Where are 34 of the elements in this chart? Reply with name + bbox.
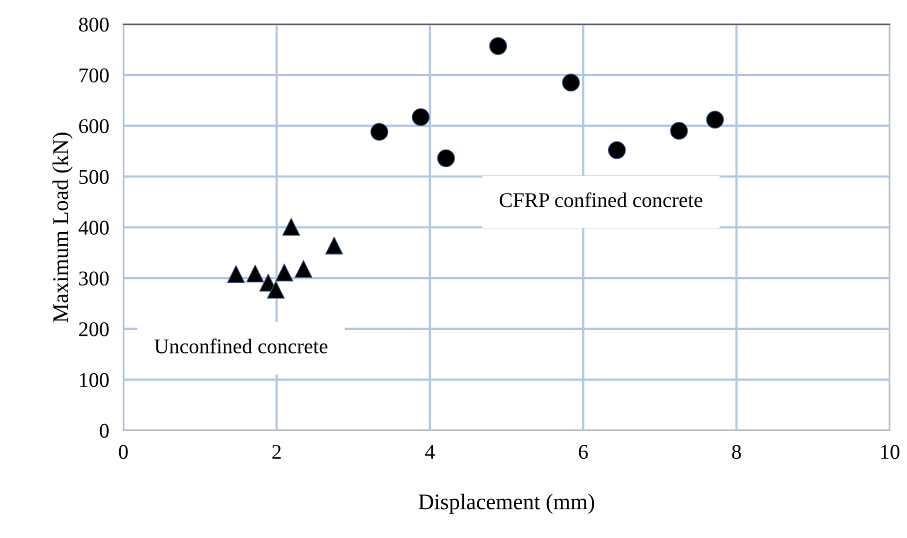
y-tick-label: 500 [79,170,109,184]
point [246,264,264,282]
annotation: CFRP confined concrete [500,192,702,208]
y-tick-label: 600 [79,119,109,134]
y-tick-label: 200 [79,322,109,336]
point [562,74,580,92]
point [412,108,430,126]
point [325,236,344,255]
point [266,280,285,299]
y-tick-label: 800 [79,18,109,32]
point [370,122,388,141]
y-tick-label: 300 [79,271,109,286]
point [608,141,626,160]
point [282,218,300,236]
x-tick-label: 10 [881,444,900,459]
x-axis-title: Displacement (mm) [418,494,594,514]
x-tick-label: 4 [425,445,435,459]
annotation: Unconfined concrete [154,338,328,354]
x-tick-label: 0 [118,444,128,459]
x-tick-label: 6 [578,444,588,459]
point [670,122,688,140]
x-tick-label: 8 [732,444,741,459]
point [437,149,455,168]
y-tick-label: 0 [100,424,109,438]
y-tick-label: 100 [80,373,109,388]
y-tick-label: 700 [80,68,109,82]
point [275,264,294,282]
y-axis-title: Maximum Load (kN) [52,132,73,322]
point [294,260,312,278]
point [706,110,724,129]
point [227,265,245,283]
x-tick-label: 2 [272,444,281,459]
point [489,37,508,55]
y-tick-label: 400 [78,220,109,235]
